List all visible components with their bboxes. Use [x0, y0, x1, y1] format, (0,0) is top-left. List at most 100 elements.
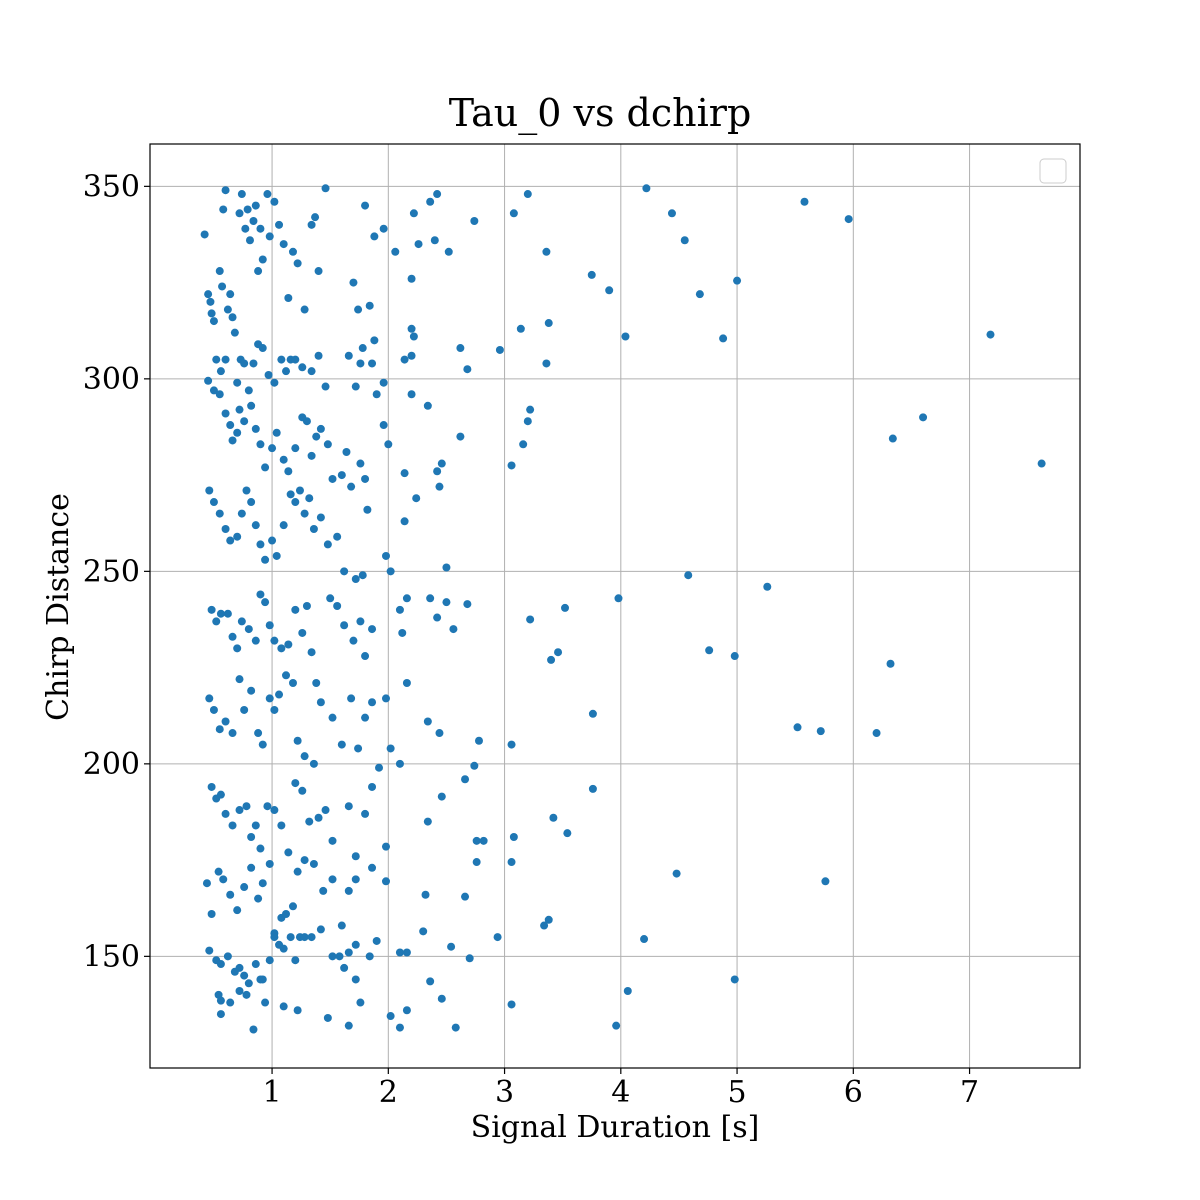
- data-point: [307, 220, 316, 229]
- data-point: [472, 858, 481, 867]
- data-point: [372, 936, 381, 945]
- data-point: [270, 705, 279, 714]
- data-point: [614, 594, 623, 603]
- data-point: [605, 286, 614, 295]
- data-point: [400, 517, 409, 526]
- data-point: [542, 359, 551, 368]
- y-axis-ticks: 150 200 250 300 350: [83, 169, 150, 974]
- data-point: [258, 740, 267, 749]
- data-point: [286, 490, 295, 499]
- data-point: [507, 858, 516, 867]
- data-point: [587, 270, 596, 279]
- data-point: [258, 344, 267, 353]
- data-point: [215, 725, 224, 734]
- data-point: [368, 698, 377, 707]
- data-points: [200, 184, 1046, 1034]
- data-point: [351, 382, 360, 391]
- data-point: [328, 474, 337, 483]
- data-point: [235, 987, 244, 995]
- data-point: [328, 875, 337, 884]
- data-point: [442, 563, 451, 572]
- data-point: [228, 313, 237, 322]
- data-point: [356, 459, 365, 468]
- data-point: [288, 679, 297, 687]
- x-axis-ticks: 1 2 3 4 5 6 7: [263, 1068, 979, 1110]
- data-point: [202, 879, 211, 888]
- data-point: [358, 571, 367, 580]
- data-point: [307, 648, 316, 657]
- data-point: [242, 990, 251, 999]
- data-point: [544, 915, 553, 924]
- data-point: [251, 636, 260, 645]
- data-point: [365, 301, 374, 310]
- data-point: [261, 555, 270, 564]
- data-point: [563, 829, 572, 838]
- data-point: [379, 421, 388, 430]
- data-point: [793, 723, 802, 732]
- x-tick-label: 4: [611, 1075, 630, 1110]
- data-point: [391, 247, 400, 256]
- data-point: [300, 856, 309, 865]
- y-axis-label: Chirp Distance: [41, 493, 76, 721]
- data-point: [275, 690, 284, 699]
- data-point: [206, 297, 215, 306]
- data-point: [465, 954, 474, 963]
- data-point: [226, 890, 235, 899]
- data-point: [474, 736, 483, 745]
- data-point: [279, 240, 288, 249]
- data-point: [293, 259, 302, 268]
- data-point: [402, 1006, 411, 1015]
- data-point: [209, 498, 218, 507]
- data-point: [612, 1021, 621, 1030]
- data-point: [344, 351, 353, 360]
- data-point: [256, 440, 265, 449]
- data-point: [379, 224, 388, 233]
- data-point: [719, 334, 728, 343]
- data-point: [430, 236, 439, 245]
- data-point: [507, 1000, 516, 1009]
- data-point: [888, 434, 897, 443]
- data-point: [314, 267, 323, 276]
- data-point: [300, 305, 309, 314]
- data-point: [407, 324, 416, 333]
- data-point: [337, 921, 346, 930]
- data-point: [228, 632, 237, 641]
- data-point: [414, 240, 423, 249]
- data-point: [351, 875, 360, 884]
- data-point: [344, 948, 353, 957]
- data-point: [256, 590, 265, 599]
- data-point: [351, 940, 360, 949]
- data-point: [400, 355, 409, 364]
- data-point: [265, 694, 274, 703]
- x-tick-label: 5: [728, 1075, 747, 1110]
- data-point: [370, 336, 379, 345]
- data-point: [412, 494, 421, 503]
- data-point: [307, 367, 316, 376]
- data-point: [314, 813, 323, 822]
- data-point: [886, 659, 895, 668]
- data-point: [223, 305, 232, 314]
- data-point: [351, 975, 360, 984]
- data-point: [400, 469, 409, 478]
- data-point: [872, 729, 881, 738]
- plot-frame: [149, 143, 1081, 1069]
- data-point: [523, 417, 532, 426]
- data-point: [816, 727, 825, 736]
- data-point: [386, 1012, 395, 1021]
- x-tick-label: 7: [960, 1075, 979, 1110]
- data-point: [216, 790, 225, 799]
- data-point: [395, 759, 404, 768]
- data-point: [207, 309, 216, 318]
- data-point: [554, 648, 563, 657]
- data-point: [209, 317, 218, 326]
- data-point: [321, 806, 330, 815]
- data-point: [437, 792, 446, 801]
- data-point: [451, 1023, 460, 1032]
- data-point: [230, 328, 239, 337]
- data-point: [244, 979, 253, 988]
- data-point: [335, 952, 344, 961]
- data-point: [526, 405, 535, 414]
- data-point: [402, 679, 411, 687]
- data-point: [433, 190, 442, 199]
- data-point: [277, 355, 286, 364]
